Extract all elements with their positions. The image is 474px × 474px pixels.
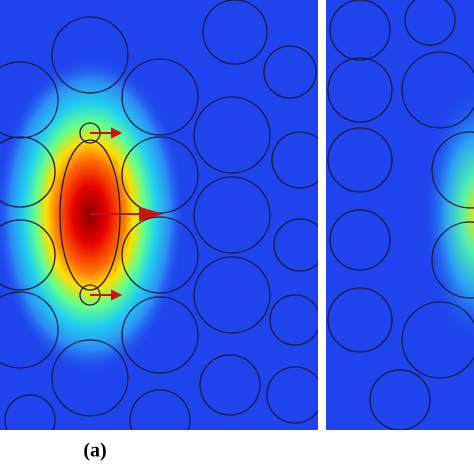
panel-b	[326, 0, 474, 430]
panel-label: (a)	[83, 440, 106, 462]
panel-a	[0, 0, 318, 430]
